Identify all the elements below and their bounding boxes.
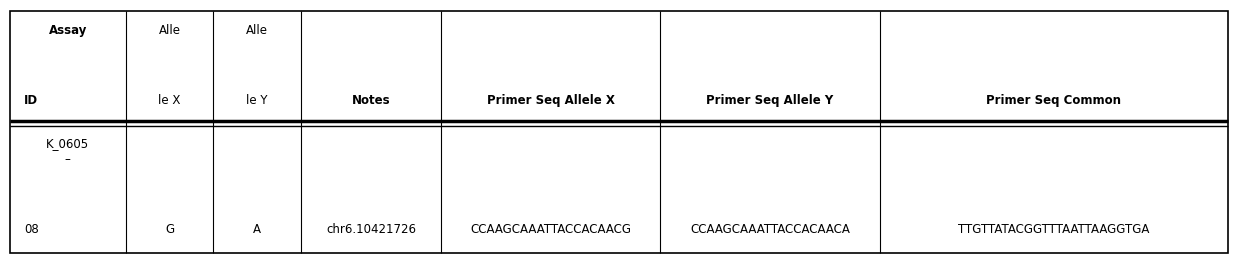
Text: Alle: Alle <box>246 24 269 37</box>
Text: CCAAGCAAATTACCACAACG: CCAAGCAAATTACCACAACG <box>470 223 631 236</box>
Text: A: A <box>254 223 261 236</box>
Text: le Y: le Y <box>246 94 267 107</box>
Text: Notes: Notes <box>352 94 390 107</box>
Text: 08: 08 <box>24 223 38 236</box>
Text: CCAAGCAAATTACCACAACA: CCAAGCAAATTACCACAACA <box>690 223 851 236</box>
Text: Primer Seq Allele Y: Primer Seq Allele Y <box>707 94 833 107</box>
Text: chr6.10421726: chr6.10421726 <box>326 223 416 236</box>
Text: Assay: Assay <box>48 24 87 37</box>
Text: TTGTTATACGGTTTAATTAAGGTGA: TTGTTATACGGTTTAATTAAGGTGA <box>958 223 1150 236</box>
Text: ID: ID <box>24 94 38 107</box>
Text: Primer Seq Allele X: Primer Seq Allele X <box>487 94 615 107</box>
Text: Primer Seq Common: Primer Seq Common <box>987 94 1122 107</box>
Text: Alle: Alle <box>158 24 181 37</box>
Text: K_0605
–: K_0605 – <box>46 137 89 166</box>
Text: G: G <box>165 223 175 236</box>
Text: le X: le X <box>158 94 181 107</box>
